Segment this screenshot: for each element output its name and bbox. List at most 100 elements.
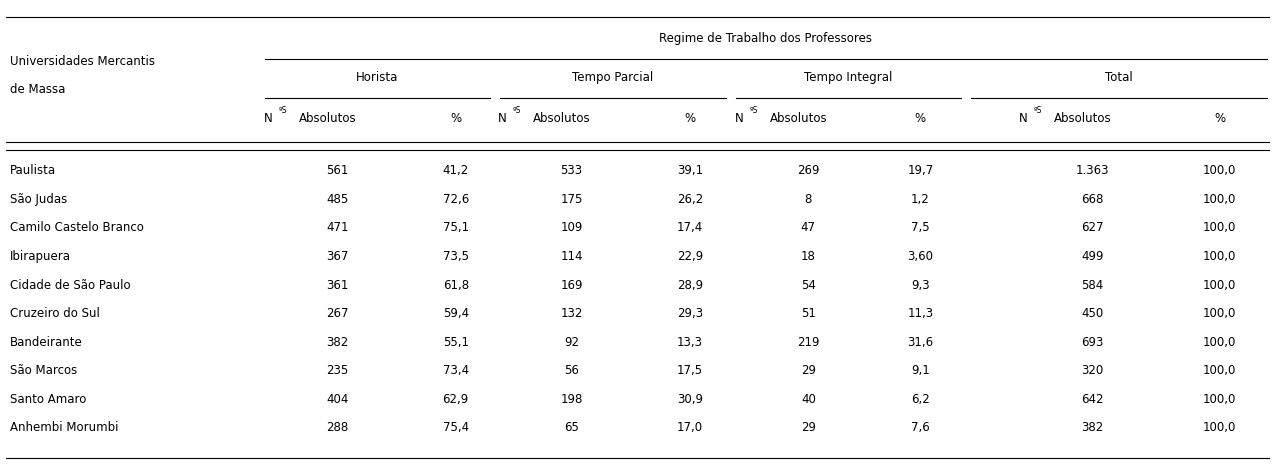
Text: ºS: ºS [750, 106, 759, 115]
Text: Universidades Mercantis: Universidades Mercantis [10, 55, 155, 68]
Text: Bandeirante: Bandeirante [10, 336, 83, 349]
Text: 100,0: 100,0 [1203, 278, 1236, 292]
Text: 18: 18 [801, 250, 816, 263]
Text: 56: 56 [564, 364, 579, 377]
Text: São Judas: São Judas [10, 193, 67, 206]
Text: 219: 219 [797, 336, 820, 349]
Text: 382: 382 [326, 336, 349, 349]
Text: 72,6: 72,6 [443, 193, 468, 206]
Text: Cidade de São Paulo: Cidade de São Paulo [10, 278, 131, 292]
Text: São Marcos: São Marcos [10, 364, 78, 377]
Text: Absolutos: Absolutos [299, 112, 356, 126]
Text: 59,4: 59,4 [443, 307, 468, 320]
Text: Horista: Horista [356, 71, 398, 84]
Text: Total: Total [1105, 71, 1133, 84]
Text: 288: 288 [326, 421, 349, 434]
Text: 693: 693 [1081, 336, 1104, 349]
Text: 30,9: 30,9 [677, 393, 703, 406]
Text: 1,2: 1,2 [911, 193, 929, 206]
Text: 54: 54 [801, 278, 816, 292]
Text: 26,2: 26,2 [677, 193, 703, 206]
Text: 7,5: 7,5 [911, 221, 929, 235]
Text: 269: 269 [797, 164, 820, 177]
Text: ºS: ºS [279, 106, 288, 115]
Text: 29,3: 29,3 [677, 307, 703, 320]
Text: 471: 471 [326, 221, 349, 235]
Text: 499: 499 [1081, 250, 1104, 263]
Text: 450: 450 [1081, 307, 1104, 320]
Text: 22,9: 22,9 [677, 250, 703, 263]
Text: N: N [264, 112, 272, 126]
Text: 6,2: 6,2 [911, 393, 929, 406]
Text: 100,0: 100,0 [1203, 393, 1236, 406]
Text: %: % [915, 112, 925, 126]
Text: N: N [498, 112, 507, 126]
Text: 109: 109 [560, 221, 583, 235]
Text: 584: 584 [1081, 278, 1104, 292]
Text: Paulista: Paulista [10, 164, 56, 177]
Text: 7,6: 7,6 [911, 421, 929, 434]
Text: %: % [685, 112, 695, 126]
Text: 62,9: 62,9 [443, 393, 468, 406]
Text: Santo Amaro: Santo Amaro [10, 393, 87, 406]
Text: ºS: ºS [513, 106, 522, 115]
Text: 100,0: 100,0 [1203, 250, 1236, 263]
Text: 17,5: 17,5 [677, 364, 703, 377]
Text: 8: 8 [805, 193, 812, 206]
Text: 31,6: 31,6 [908, 336, 933, 349]
Text: de Massa: de Massa [10, 83, 65, 96]
Text: 169: 169 [560, 278, 583, 292]
Text: 642: 642 [1081, 393, 1104, 406]
Text: Absolutos: Absolutos [770, 112, 827, 126]
Text: 29: 29 [801, 421, 816, 434]
Text: 361: 361 [326, 278, 349, 292]
Text: 198: 198 [560, 393, 583, 406]
Text: 55,1: 55,1 [443, 336, 468, 349]
Text: 11,3: 11,3 [908, 307, 933, 320]
Text: 533: 533 [560, 164, 583, 177]
Text: 100,0: 100,0 [1203, 336, 1236, 349]
Text: 65: 65 [564, 421, 579, 434]
Text: 100,0: 100,0 [1203, 307, 1236, 320]
Text: Camilo Castelo Branco: Camilo Castelo Branco [10, 221, 144, 235]
Text: N: N [1018, 112, 1027, 126]
Text: ºS: ºS [1034, 106, 1043, 115]
Text: 404: 404 [326, 393, 349, 406]
Text: 9,1: 9,1 [911, 364, 929, 377]
Text: N: N [735, 112, 743, 126]
Text: 40: 40 [801, 393, 816, 406]
Text: 73,5: 73,5 [443, 250, 468, 263]
Text: 235: 235 [326, 364, 349, 377]
Text: 100,0: 100,0 [1203, 421, 1236, 434]
Text: 61,8: 61,8 [443, 278, 468, 292]
Text: 175: 175 [560, 193, 583, 206]
Text: Regime de Trabalho dos Professores: Regime de Trabalho dos Professores [659, 32, 872, 45]
Text: 17,0: 17,0 [677, 421, 703, 434]
Text: 485: 485 [326, 193, 349, 206]
Text: 100,0: 100,0 [1203, 193, 1236, 206]
Text: Tempo Parcial: Tempo Parcial [573, 71, 653, 84]
Text: %: % [451, 112, 461, 126]
Text: 75,4: 75,4 [443, 421, 468, 434]
Text: 382: 382 [1081, 421, 1104, 434]
Text: Ibirapuera: Ibirapuera [10, 250, 71, 263]
Text: 92: 92 [564, 336, 579, 349]
Text: 47: 47 [801, 221, 816, 235]
Text: 41,2: 41,2 [443, 164, 468, 177]
Text: 39,1: 39,1 [677, 164, 703, 177]
Text: 28,9: 28,9 [677, 278, 703, 292]
Text: 367: 367 [326, 250, 349, 263]
Text: 100,0: 100,0 [1203, 164, 1236, 177]
Text: 267: 267 [326, 307, 349, 320]
Text: 75,1: 75,1 [443, 221, 468, 235]
Text: Absolutos: Absolutos [1054, 112, 1111, 126]
Text: 3,60: 3,60 [908, 250, 933, 263]
Text: 51: 51 [801, 307, 816, 320]
Text: 100,0: 100,0 [1203, 364, 1236, 377]
Text: 132: 132 [560, 307, 583, 320]
Text: Anhembi Morumbi: Anhembi Morumbi [10, 421, 118, 434]
Text: 114: 114 [560, 250, 583, 263]
Text: 320: 320 [1081, 364, 1104, 377]
Text: 17,4: 17,4 [677, 221, 703, 235]
Text: 9,3: 9,3 [911, 278, 929, 292]
